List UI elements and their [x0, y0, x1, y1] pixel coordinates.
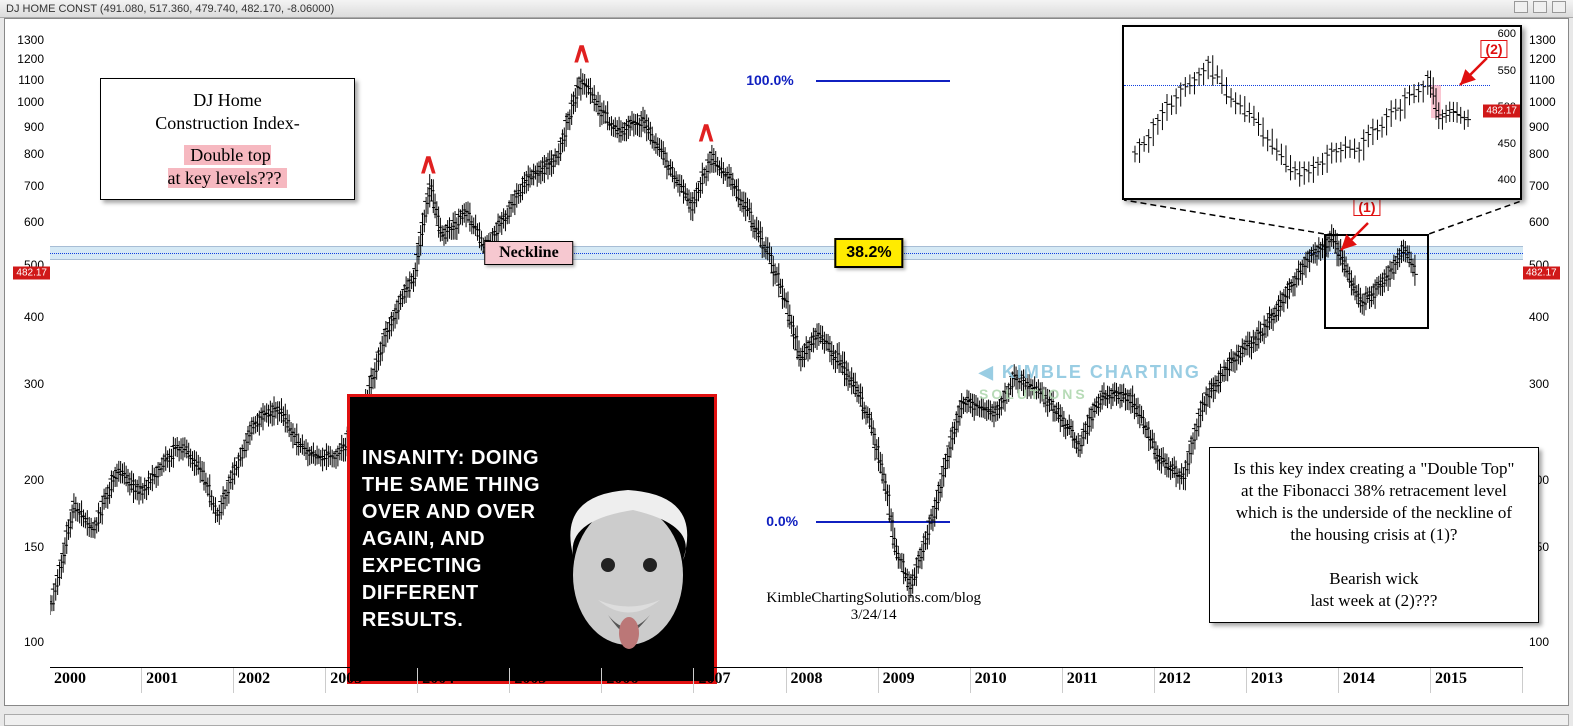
- title-annotation-box: DJ Home Construction Index- Double topat…: [100, 78, 355, 200]
- x-tick: 2009: [879, 668, 971, 693]
- commentary-box: Is this key index creating a "Double Top…: [1209, 447, 1539, 624]
- plot-region[interactable]: 100.0% 0.0% ◀ KIMBLE CHARTING SOLUTIONS …: [50, 23, 1523, 665]
- x-tick: 2012: [1155, 668, 1247, 693]
- x-tick: 2015: [1431, 668, 1523, 693]
- x-tick: 2001: [142, 668, 234, 693]
- einstein-quote-box: INSANITY: DOING THE SAME THING OVER AND …: [347, 394, 717, 684]
- x-tick: 2008: [787, 668, 879, 693]
- horizontal-scrollbar[interactable]: [4, 714, 1569, 726]
- credit-url: KimbleChartingSolutions.com/blog: [766, 590, 981, 607]
- einstein-text: INSANITY: DOING THE SAME THING OVER AND …: [362, 445, 549, 634]
- fib-382-label: 38.2%: [834, 238, 903, 268]
- x-tick: 2003: [326, 668, 418, 693]
- x-tick: 2011: [1063, 668, 1155, 693]
- x-tick: 2004: [418, 668, 510, 693]
- tool-icon[interactable]: [1552, 1, 1566, 13]
- tool-icon[interactable]: [1514, 1, 1528, 13]
- x-tick: 2013: [1247, 668, 1339, 693]
- x-tick: 2006: [602, 668, 694, 693]
- watermark-line2: SOLUTIONS: [979, 386, 1088, 402]
- x-tick: 2000: [50, 668, 142, 693]
- window-controls: [1513, 1, 1567, 16]
- tool-icon[interactable]: [1533, 1, 1547, 13]
- einstein-portrait-icon: [538, 465, 708, 675]
- info-highlight: Double topat key levels???: [168, 145, 288, 188]
- info-line1: DJ Home: [117, 89, 338, 112]
- title-bar: DJ HOME CONST (491.080, 517.360, 479.740…: [0, 0, 1573, 18]
- logo-icon: ◀: [979, 362, 995, 383]
- watermark-line1: KIMBLE CHARTING: [1002, 362, 1201, 382]
- chart-title: DJ HOME CONST (491.080, 517.360, 479.740…: [6, 3, 334, 15]
- x-tick: 2007: [694, 668, 786, 693]
- x-tick: 2005: [510, 668, 602, 693]
- inset-price-series: [1124, 27, 1490, 198]
- arrow-to-2-icon: [1452, 53, 1492, 93]
- x-tick: 2010: [971, 668, 1063, 693]
- marker-1: (1): [1353, 198, 1380, 216]
- credit-date: 3/24/14: [766, 607, 981, 624]
- x-tick: 2014: [1339, 668, 1431, 693]
- info-line2: Construction Index-: [117, 112, 338, 135]
- chart-area: 1001502003004005006007008009001000110012…: [4, 18, 1569, 706]
- arrow-to-1-icon: [1333, 218, 1373, 258]
- watermark: ◀ KIMBLE CHARTING SOLUTIONS: [979, 362, 1201, 404]
- zoom-inset: (2) 400450500550600482.17: [1122, 25, 1522, 200]
- neckline-label: Neckline: [484, 241, 574, 265]
- source-credit: KimbleChartingSolutions.com/blog 3/24/14: [766, 590, 981, 624]
- x-axis: 2000200120022003200420052006200720082009…: [50, 667, 1523, 693]
- app-window: DJ HOME CONST (491.080, 517.360, 479.740…: [0, 0, 1573, 726]
- y-axis-left: 1001502003004005006007008009001000110012…: [5, 23, 50, 665]
- x-tick: 2002: [234, 668, 326, 693]
